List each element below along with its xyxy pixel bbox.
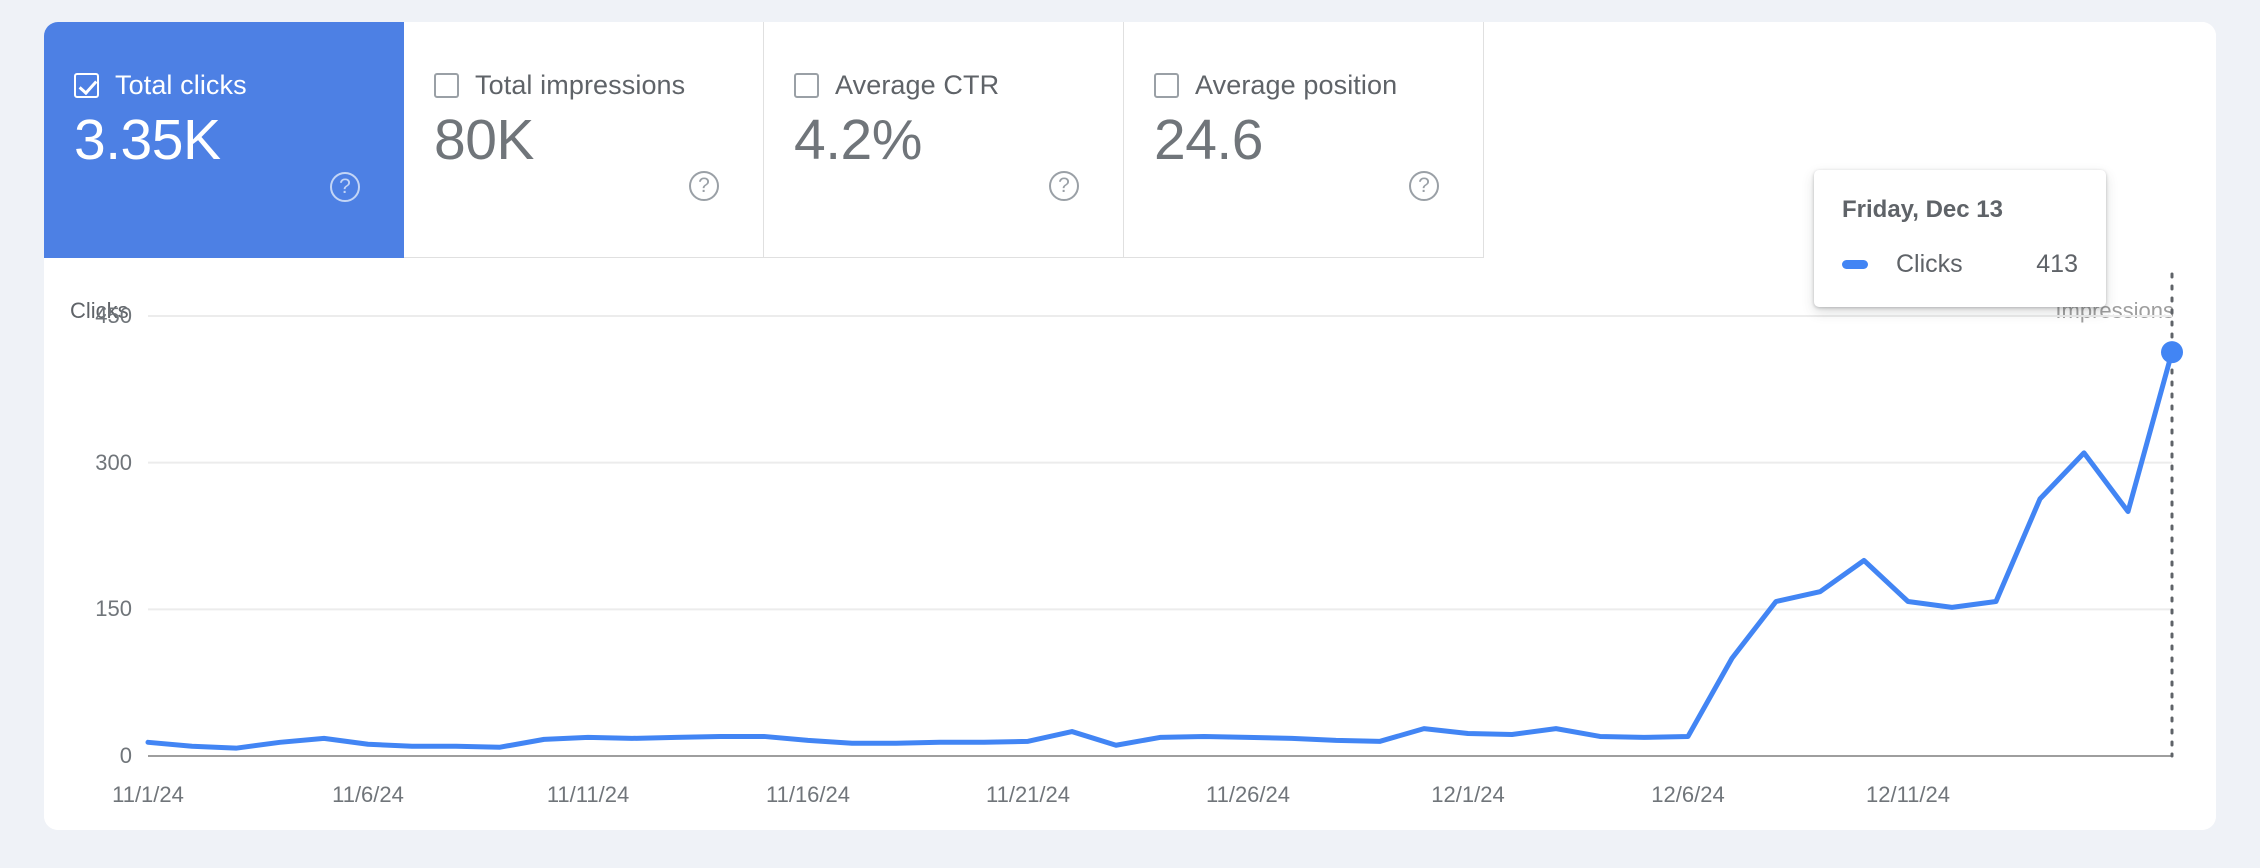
help-icon-average-ctr[interactable]: ? [1049, 171, 1079, 201]
x-tick-label: 12/6/24 [1651, 782, 1725, 807]
metric-label-total-clicks: Total clicks [115, 69, 247, 100]
metric-card-average-position[interactable]: Average position 24.6 ? [1124, 22, 1484, 258]
metric-label-average-position: Average position [1195, 69, 1398, 100]
metric-card-average-ctr[interactable]: Average CTR 4.2% ? [764, 22, 1124, 258]
metric-value-average-ctr: 4.2% [794, 108, 922, 172]
x-tick-label: 11/6/24 [332, 782, 404, 807]
help-icon-total-clicks[interactable]: ? [330, 172, 360, 202]
y-tick-label: 450 [95, 303, 132, 328]
help-icon-total-impressions[interactable]: ? [689, 171, 719, 201]
metric-card-header: Total clicks [74, 68, 374, 102]
x-tick-label: 11/11/24 [546, 782, 630, 807]
chart-canvas [145, 272, 2183, 758]
x-tick-label: 12/1/24 [1431, 782, 1505, 807]
y-tick-label: 300 [95, 449, 132, 475]
metric-card-total-clicks[interactable]: Total clicks 3.35K ? [44, 22, 404, 258]
x-tick-label: 11/1/24 [112, 782, 184, 807]
y-tick-label: 150 [95, 596, 132, 622]
x-tick-label: 11/21/24 [985, 782, 1071, 807]
metric-card-header: Average CTR [794, 68, 1093, 102]
metric-value-average-position: 24.6 [1154, 108, 1263, 172]
tooltip-series-row: Clicks 413 [1842, 250, 2078, 279]
tooltip-date: Friday, Dec 13 [1842, 196, 2003, 223]
y-axis-title-clicks: Clicks [70, 298, 129, 323]
help-icon-average-position[interactable]: ? [1409, 171, 1439, 201]
metric-label-average-ctr: Average CTR [835, 69, 1000, 100]
checkbox-total-impressions[interactable] [434, 72, 459, 98]
series-color-swatch-icon [1842, 260, 1868, 269]
metric-cards-row: Total clicks 3.35K ? Total impressions 8… [44, 22, 2216, 258]
x-tick-label: 11/16/24 [765, 782, 851, 807]
x-tick-label: 11/26/24 [1205, 782, 1291, 807]
metric-card-header: Average position [1154, 68, 1453, 102]
x-tick-label: 12/11/24 [1865, 782, 1951, 807]
metric-card-header: Total impressions [434, 68, 733, 102]
checkbox-total-clicks[interactable] [74, 72, 99, 98]
metric-card-total-impressions[interactable]: Total impressions 80K ? [404, 22, 764, 258]
tooltip-series-name: Clicks [1896, 250, 1963, 278]
metric-label-total-impressions: Total impressions [475, 69, 686, 100]
chart-tooltip: Friday, Dec 13 Clicks 413 [1814, 170, 2106, 307]
tooltip-series-value: 413 [2036, 250, 2078, 278]
checkbox-average-position[interactable] [1154, 72, 1179, 98]
checkbox-average-ctr[interactable] [794, 72, 819, 98]
metric-value-total-clicks: 3.35K [74, 108, 221, 172]
performance-panel: Total clicks 3.35K ? Total impressions 8… [44, 22, 2216, 830]
metric-value-total-impressions: 80K [434, 108, 534, 172]
y-tick-label: 0 [119, 743, 132, 768]
performance-chart[interactable]: Clicks Impressions 0 150 300 450 11/1/24 11/… [44, 258, 2216, 830]
